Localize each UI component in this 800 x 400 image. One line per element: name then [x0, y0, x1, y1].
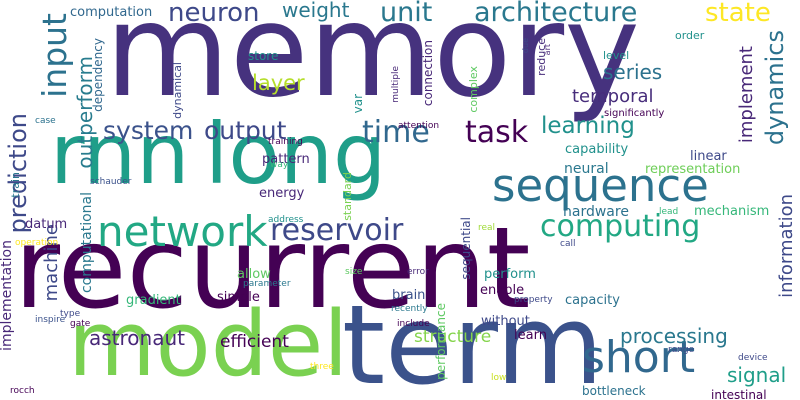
word-three: three	[310, 362, 334, 372]
word-complex: complex	[467, 66, 480, 113]
word-dynamics: dynamics	[761, 30, 789, 146]
word-significantly: significantly	[604, 108, 665, 119]
word-implement: implement	[736, 46, 757, 144]
word-perform: perform	[484, 267, 536, 282]
word-performance: performance	[434, 303, 448, 380]
word-inspire: inspire	[35, 315, 66, 325]
word-capacity: capacity	[565, 293, 620, 308]
word-low: low	[491, 373, 507, 383]
word-without: without	[481, 314, 530, 329]
word-brain: brain	[392, 288, 426, 303]
word-case: case	[35, 116, 56, 126]
word-time: time	[362, 115, 430, 150]
word-mechanism: mechanism	[694, 204, 770, 219]
word-rocch: rocch	[10, 386, 35, 396]
word-series: series	[603, 60, 663, 84]
word-sequential: sequential	[459, 217, 473, 280]
word-due: due	[521, 38, 530, 54]
word-output: output	[204, 116, 287, 145]
word-schauder: schauder	[90, 177, 132, 187]
word-memory: memory	[105, 0, 640, 126]
word-neural: neural	[564, 161, 609, 177]
word-hardware: hardware	[563, 204, 629, 220]
word-computation: computation	[70, 5, 153, 20]
word-learning: learning	[541, 113, 635, 139]
word-dynamical: dynamical	[171, 62, 184, 119]
word-order: order	[675, 29, 705, 42]
word-training: training	[268, 137, 303, 147]
word-include: include	[397, 319, 430, 329]
word-long: long	[205, 105, 387, 203]
word-call: call	[560, 239, 576, 249]
word-recurrent: recurrent	[14, 204, 531, 334]
word-astronaut: astronaut	[89, 326, 185, 350]
word-sequence: sequence	[492, 159, 709, 212]
word-computational: computational	[79, 192, 95, 294]
word-lead: lead	[659, 207, 679, 217]
word-system: system	[103, 116, 194, 145]
word-var: var	[351, 94, 365, 114]
word-address: address	[268, 215, 304, 225]
word-datum: datum	[25, 217, 68, 232]
word-connection: connection	[421, 40, 435, 107]
word-enable: enable	[480, 283, 525, 298]
word-size: size	[345, 267, 363, 277]
word-state: state	[705, 0, 771, 28]
word-gradient: gradient	[126, 293, 181, 308]
word-architecture: architecture	[474, 0, 638, 28]
word-gate: gate	[70, 319, 91, 329]
word-energy: energy	[259, 186, 305, 201]
word-reservoir: reservoir	[270, 213, 404, 248]
word-standard: standard	[341, 172, 354, 221]
word-real: real	[478, 223, 496, 233]
word-train: train	[9, 172, 22, 198]
word-implementation: implementation	[0, 240, 15, 351]
word-simple: simple	[217, 290, 260, 305]
word-learn: learn	[514, 328, 547, 343]
word-short: short	[582, 332, 696, 383]
word-term: term	[342, 281, 604, 400]
word-task: task	[465, 115, 529, 150]
word-error: error	[407, 267, 429, 277]
word-input: input	[35, 13, 74, 98]
word-recently: recently	[391, 304, 428, 314]
word-signal: signal	[727, 363, 787, 387]
word-information: information	[776, 194, 797, 298]
word-multiple: multiple	[391, 66, 401, 103]
word-temporal: temporal	[572, 86, 654, 107]
word-allow: allow	[237, 267, 271, 282]
word-computing: computing	[540, 209, 701, 244]
word-efficient: efficient	[220, 332, 289, 352]
word-neuron: neuron	[168, 0, 260, 28]
word-structure: structure	[414, 327, 492, 347]
word-unit: unit	[380, 0, 433, 28]
word-pattern: pattern	[262, 152, 310, 167]
word-level: level	[603, 49, 630, 62]
word-processing: processing	[620, 324, 728, 348]
word-way: way	[270, 160, 289, 170]
word-intestinal: intestinal	[711, 388, 767, 400]
word-capability: capability	[565, 142, 629, 157]
word-weight: weight	[282, 0, 350, 22]
word-layer: layer	[252, 71, 305, 95]
word-representation: representation	[645, 162, 741, 177]
word-rnn: rnn	[50, 105, 190, 203]
word-device: device	[738, 353, 768, 363]
word-type: type	[60, 309, 81, 319]
word-machine: machine	[41, 224, 62, 302]
word-network: network	[97, 207, 268, 256]
word-range: range	[668, 345, 695, 355]
word-store: store	[248, 49, 279, 63]
word-bottleneck: bottleneck	[582, 384, 646, 398]
word-dependency: dependency	[91, 38, 105, 112]
word-property: property	[514, 295, 553, 305]
word-parameter: parameter	[243, 279, 291, 289]
word-attention: attention	[398, 121, 440, 131]
word-linear: linear	[690, 149, 727, 164]
word-model: model	[68, 292, 349, 397]
word-operation: operation	[15, 238, 59, 248]
word-art: art	[543, 44, 552, 56]
